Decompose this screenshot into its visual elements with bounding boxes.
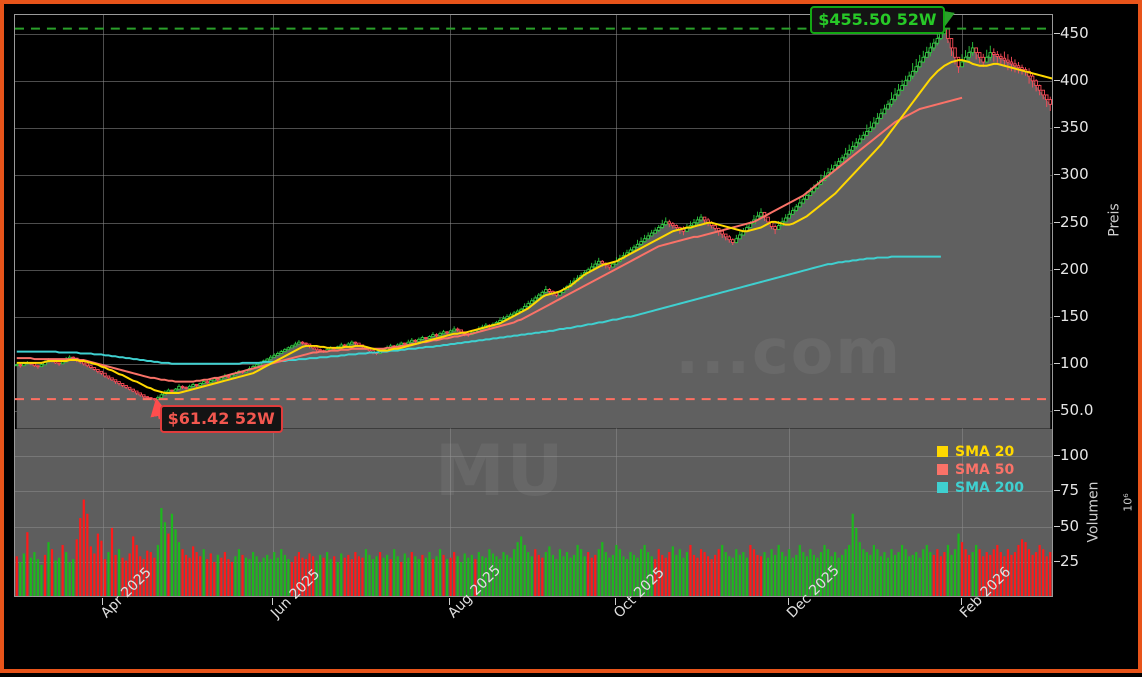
volume-tick-label: 25 [1060, 552, 1079, 570]
price-tick-mark [1054, 222, 1060, 223]
volume-tick-label: 75 [1060, 481, 1079, 499]
price-tick-mark [1054, 363, 1060, 364]
price-tick-mark [1054, 127, 1060, 128]
price-tick-mark [1054, 174, 1060, 175]
date-tick-mark [102, 598, 103, 605]
volume-tick-mark [1054, 455, 1060, 456]
price-tick-label: 150 [1060, 307, 1089, 325]
price-tick-mark [1054, 80, 1060, 81]
price-tick-mark [1054, 316, 1060, 317]
date-tick-mark [961, 598, 962, 605]
volume-tick-mark [1054, 490, 1060, 491]
price-tick-label: 100 [1060, 354, 1089, 372]
volume-axis-exponent: 10⁶ [1121, 493, 1134, 511]
price-tick-label: 50.0 [1060, 401, 1093, 419]
date-tick-mark [272, 598, 273, 605]
price-tick-mark [1054, 33, 1060, 34]
volume-tick-label: 100 [1060, 446, 1089, 464]
annotation-arrows-layer [4, 4, 1142, 677]
price-axis-label: Preis [1106, 203, 1122, 236]
volume-tick-mark [1054, 561, 1060, 562]
date-tick-mark [615, 598, 616, 605]
date-tick-mark [449, 598, 450, 605]
annotation-52w-low: $61.42 52W [160, 405, 283, 433]
price-tick-label: 350 [1060, 118, 1089, 136]
annotation-52w-high: $455.50 52W [810, 6, 944, 34]
price-tick-label: 300 [1060, 165, 1089, 183]
price-tick-label: 400 [1060, 71, 1089, 89]
volume-axis-label: Volumen [1086, 482, 1102, 543]
volume-tick-label: 50 [1060, 517, 1079, 535]
price-tick-label: 450 [1060, 24, 1089, 42]
price-tick-mark [1054, 410, 1060, 411]
price-tick-mark [1054, 269, 1060, 270]
price-tick-label: 200 [1060, 260, 1089, 278]
price-tick-label: 250 [1060, 213, 1089, 231]
volume-tick-mark [1054, 526, 1060, 527]
date-tick-mark [788, 598, 789, 605]
